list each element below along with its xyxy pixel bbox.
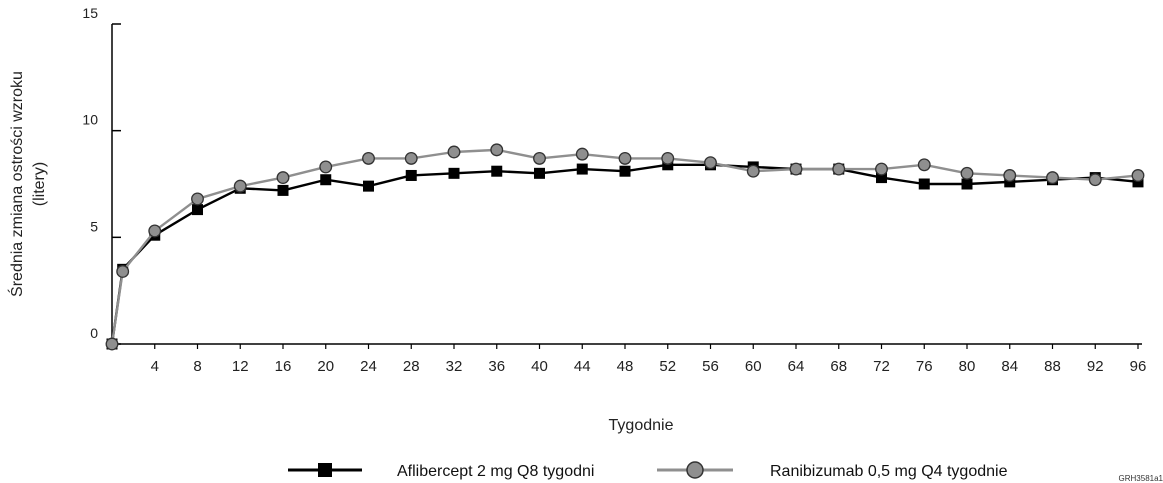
marker-square-point xyxy=(192,204,203,216)
x-tick-label: 96 xyxy=(1130,358,1147,375)
marker-square-point xyxy=(576,163,588,175)
marker-square-point xyxy=(405,169,417,181)
series-layer xyxy=(105,143,1145,351)
x-tick-label: 52 xyxy=(659,358,676,375)
x-tick-label: 56 xyxy=(702,358,719,375)
legend-marker-square xyxy=(318,463,332,477)
x-tick-label: 12 xyxy=(232,358,249,375)
marker-circle-point xyxy=(618,151,632,165)
x-tick-label: 8 xyxy=(193,358,201,375)
marker-circle-point xyxy=(1003,169,1017,182)
line-aflibercept xyxy=(110,163,1139,345)
x-tick-label: 72 xyxy=(873,358,890,375)
marker-circle-point xyxy=(105,337,119,351)
marker-square-point xyxy=(491,165,503,177)
marker-circle-point xyxy=(746,164,760,178)
marker-circle-point xyxy=(1088,173,1102,187)
marker-circle-point xyxy=(233,179,247,193)
y-axis-title: Średnia zmiana ostrości wzroku xyxy=(7,71,26,297)
marker-circle-point xyxy=(148,224,162,238)
x-tick-label: 40 xyxy=(531,358,548,375)
x-tick-label: 36 xyxy=(488,358,505,375)
x-tick-label: 20 xyxy=(317,358,334,375)
marker-circle-point xyxy=(447,145,461,159)
marker-circle-point xyxy=(191,192,204,206)
series-ranibizumab xyxy=(105,143,1145,351)
marker-circle-point xyxy=(832,162,846,176)
marker-circle-point xyxy=(704,156,717,170)
marker-circle-point xyxy=(1046,171,1059,185)
legend-item-ranibizumab: Ranibizumab 0,5 mg Q4 tygodnie xyxy=(657,461,1008,480)
x-tick-label: 24 xyxy=(360,358,377,375)
marker-square-point xyxy=(918,178,930,190)
y-tick-label: 5 xyxy=(90,218,98,234)
marker-square-point xyxy=(320,174,332,186)
legend: Aflibercept 2 mg Q8 tygodni Ranibizumab … xyxy=(288,461,1008,480)
marker-circle-point xyxy=(116,265,130,278)
marker-circle-point xyxy=(789,162,803,176)
legend-label-aflibercept: Aflibercept 2 mg Q8 tygodni xyxy=(397,463,594,480)
y-tick-label: 15 xyxy=(82,5,98,21)
line-ranibizumab xyxy=(110,148,1139,345)
y-axis-unit: (litery) xyxy=(31,162,48,206)
marker-circle-point xyxy=(404,151,418,165)
x-tick-label: 60 xyxy=(745,358,762,375)
marker-circle-point xyxy=(661,151,675,165)
x-tick-label: 80 xyxy=(959,358,976,375)
marker-square-point xyxy=(277,184,289,196)
x-tick-label: 64 xyxy=(788,358,805,375)
x-tick-label: 4 xyxy=(151,358,159,375)
marker-circle-point xyxy=(960,166,974,180)
marker-circle-point xyxy=(1131,169,1145,182)
x-tick-label: 48 xyxy=(617,358,634,375)
legend-item-aflibercept: Aflibercept 2 mg Q8 tygodni xyxy=(288,463,594,480)
x-tick-label: 84 xyxy=(1001,358,1018,375)
marker-square-point xyxy=(961,178,973,190)
series-aflibercept xyxy=(106,159,1144,350)
marker-square-point xyxy=(534,167,545,179)
x-tick-label: 92 xyxy=(1087,358,1104,375)
legend-label-ranibizumab: Ranibizumab 0,5 mg Q4 tygodnie xyxy=(770,463,1008,480)
marker-circle-point xyxy=(362,151,375,165)
marker-circle-point xyxy=(276,171,290,185)
footer-code: GRH3581a1 xyxy=(1119,474,1163,483)
x-tick-label: 44 xyxy=(574,358,591,375)
marker-circle-point xyxy=(575,147,589,161)
marker-circle-point xyxy=(319,160,333,174)
marker-circle-point xyxy=(490,143,504,157)
marker-circle-point xyxy=(875,162,888,176)
marker-square-point xyxy=(619,165,631,177)
marker-square-point xyxy=(448,167,460,179)
x-tick-label: 16 xyxy=(275,358,292,375)
marker-square-point xyxy=(876,172,887,184)
marker-square-point xyxy=(363,180,374,192)
x-tick-label: 28 xyxy=(403,358,420,375)
y-tick-label: 10 xyxy=(82,112,98,128)
x-tick-label: 32 xyxy=(446,358,463,375)
y-tick-label: 0 xyxy=(90,325,98,341)
marker-circle-point xyxy=(533,151,546,165)
legend-marker-circle xyxy=(686,461,704,479)
x-tick-label: 88 xyxy=(1044,358,1061,375)
marker-circle-point xyxy=(917,158,931,172)
x-tick-label: 76 xyxy=(916,358,933,375)
x-axis-title: Tygodnie xyxy=(609,417,674,434)
x-tick-label: 68 xyxy=(830,358,847,375)
